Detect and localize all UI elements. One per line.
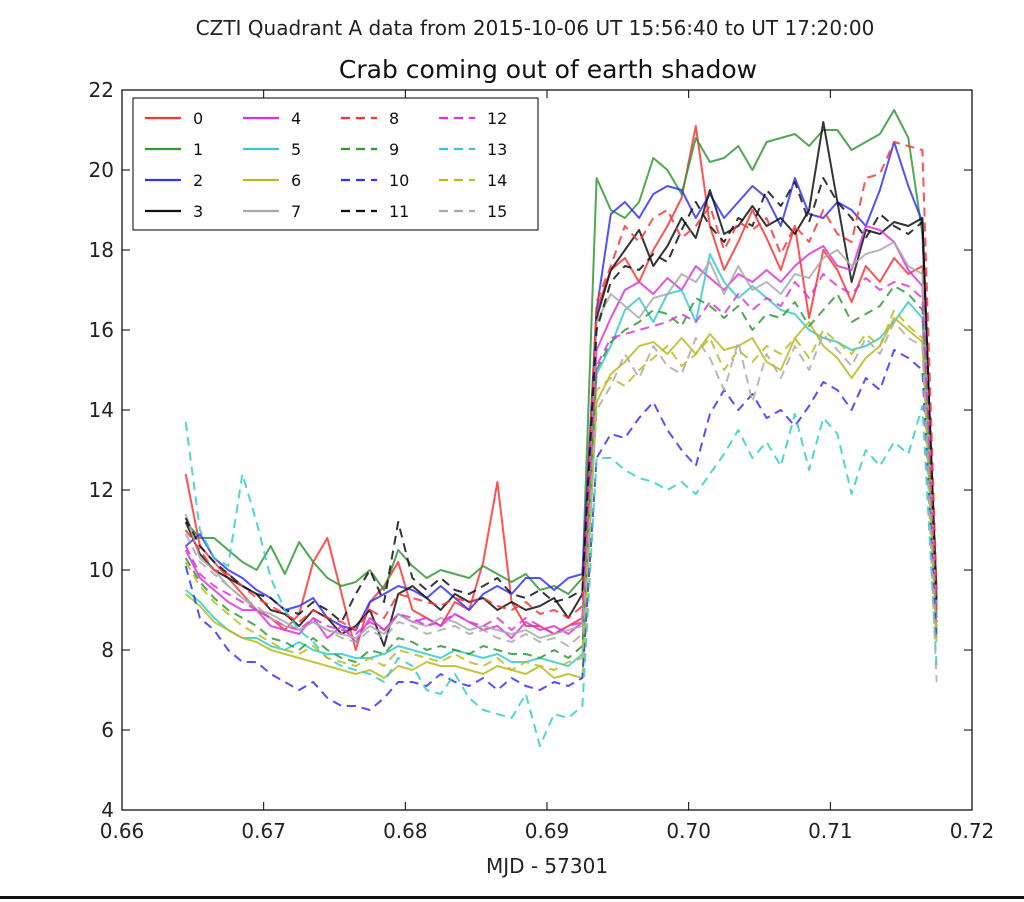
- x-tick-label: 0.70: [666, 819, 711, 843]
- series-line-11: [184, 177, 938, 623]
- series-line-8: [184, 141, 938, 631]
- x-tick-label: 0.67: [241, 819, 286, 843]
- y-tick-label: 16: [89, 318, 114, 342]
- legend-label-2: 2: [193, 171, 203, 190]
- legend-label-14: 14: [487, 171, 507, 190]
- y-tick-label: 18: [89, 238, 114, 262]
- legend-label-15: 15: [487, 202, 507, 221]
- y-tick-label: 22: [89, 78, 114, 102]
- series-line-12: [184, 273, 938, 635]
- y-tick-label: 6: [101, 718, 114, 742]
- x-axis-label: MJD - 57301: [486, 854, 608, 878]
- x-tick-label: 0.71: [808, 819, 853, 843]
- y-tick-label: 8: [101, 638, 114, 662]
- series-line-9: [184, 285, 938, 663]
- legend-label-11: 11: [389, 202, 409, 221]
- legend-label-1: 1: [193, 140, 203, 159]
- y-tick-label: 14: [89, 398, 114, 422]
- series-line-5: [185, 253, 938, 667]
- legend-label-3: 3: [193, 202, 203, 221]
- y-tick-label: 20: [89, 158, 114, 182]
- chart-suptitle: CZTI Quadrant A data from 2015-10-06 UT …: [196, 16, 875, 40]
- ticks-layer: 0.66 0.67 0.68 0.69 0.70 0.71 0.72468101214161…: [89, 78, 995, 843]
- series-line-13: [184, 405, 938, 747]
- y-tick-label: 10: [89, 558, 114, 582]
- legend-frame: [132, 97, 539, 231]
- legend-label-7: 7: [291, 202, 301, 221]
- x-tick-label: 0.69: [525, 819, 570, 843]
- legend-label-13: 13: [487, 140, 507, 159]
- y-tick-label: 12: [89, 478, 114, 502]
- x-tick-label: 0.68: [383, 819, 428, 843]
- series-line-3: [184, 121, 938, 647]
- chart-title: Crab coming out of earth shadow: [339, 55, 757, 84]
- legend-label-6: 6: [291, 171, 301, 190]
- x-tick-label: 0.72: [950, 819, 995, 843]
- legend-label-4: 4: [291, 109, 301, 128]
- legend-label-0: 0: [193, 109, 203, 128]
- legend-label-12: 12: [487, 109, 507, 128]
- series-line-6: [185, 317, 938, 679]
- bottom-rule: [0, 896, 1024, 899]
- legend-label-10: 10: [389, 171, 409, 190]
- series-line-1: [184, 109, 938, 595]
- x-tick-label: 0.66: [100, 819, 145, 843]
- legend-label-8: 8: [389, 109, 399, 128]
- series-layer: [184, 109, 938, 747]
- series-line-15: [184, 321, 938, 683]
- legend-label-5: 5: [291, 140, 301, 159]
- y-tick-label: 4: [101, 798, 114, 822]
- legend-label-9: 9: [389, 140, 399, 159]
